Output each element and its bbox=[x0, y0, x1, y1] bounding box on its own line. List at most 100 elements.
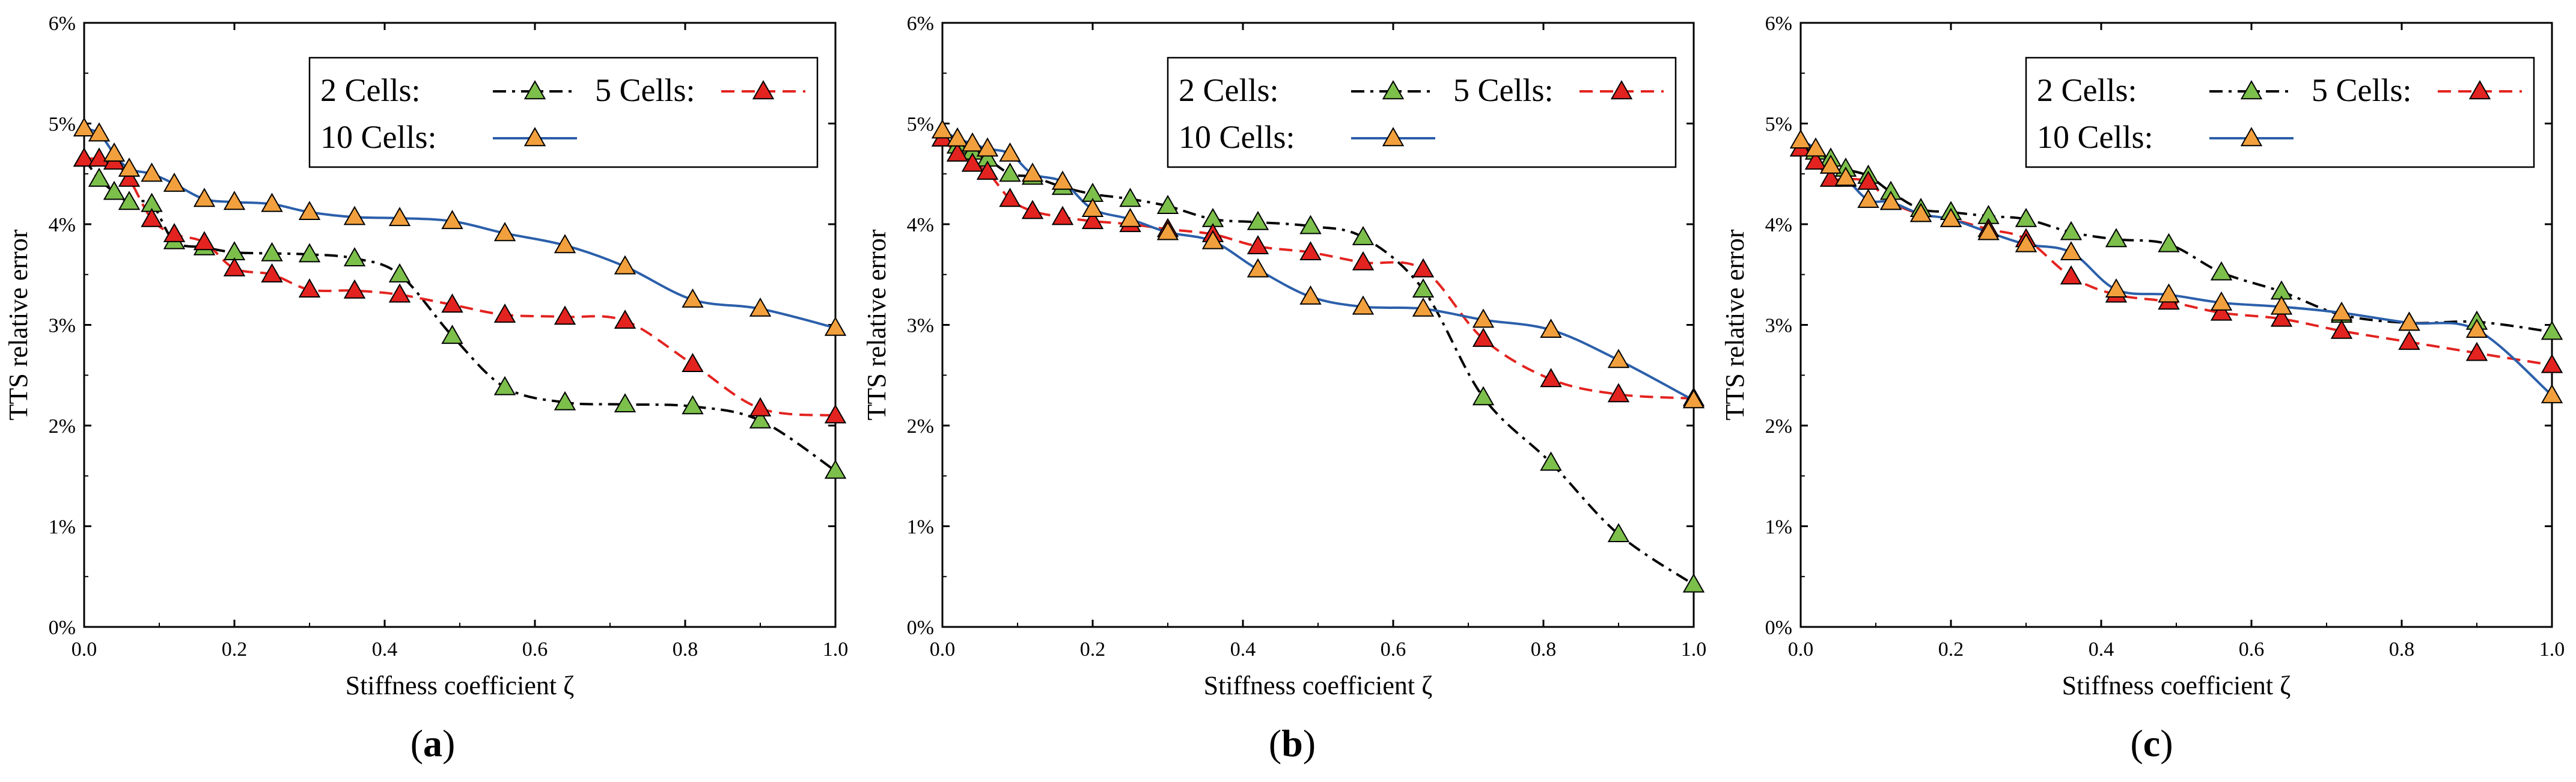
data-point bbox=[118, 157, 141, 177]
data-point bbox=[614, 255, 636, 275]
data-point bbox=[118, 167, 141, 187]
x-tick-label: 0.0 bbox=[72, 638, 97, 661]
data-point bbox=[2398, 311, 2420, 331]
y-tick-label: 4% bbox=[907, 214, 934, 236]
data-point bbox=[1119, 207, 1141, 227]
data-point bbox=[1819, 167, 1842, 187]
data-point bbox=[141, 207, 163, 227]
x-tick-label: 0.8 bbox=[673, 638, 698, 661]
series-line-2 bbox=[1800, 139, 2553, 397]
x-tick-label: 1.0 bbox=[1681, 638, 1707, 661]
data-point bbox=[343, 279, 366, 299]
series-line-0 bbox=[942, 137, 1695, 586]
x-tick-label: 0.6 bbox=[1381, 638, 1406, 661]
y-tick-label: 0% bbox=[907, 617, 934, 639]
y-tick-label: 3% bbox=[49, 315, 76, 337]
data-point bbox=[1021, 200, 1044, 219]
legend-label: 5 Cells: bbox=[2312, 72, 2412, 108]
y-tick-label: 2% bbox=[907, 415, 934, 438]
data-point bbox=[2158, 233, 2180, 252]
data-point bbox=[441, 293, 463, 313]
data-point bbox=[2541, 320, 2563, 340]
legend-label: 10 Cells: bbox=[320, 119, 437, 155]
data-point bbox=[1472, 308, 1495, 328]
data-point bbox=[73, 117, 96, 136]
data-point bbox=[88, 167, 111, 187]
y-tick-label: 6% bbox=[907, 13, 934, 35]
data-point bbox=[824, 316, 847, 336]
panel-label-letter: b bbox=[1281, 722, 1303, 765]
x-tick-label: 1.0 bbox=[2539, 638, 2565, 661]
data-point bbox=[999, 142, 1021, 162]
y-tick-label: 4% bbox=[1765, 214, 1792, 236]
data-point bbox=[441, 325, 463, 344]
data-point bbox=[554, 234, 576, 254]
data-point bbox=[88, 122, 111, 142]
data-point bbox=[223, 257, 246, 276]
data-point bbox=[2270, 295, 2293, 315]
legend: 2 Cells: 5 Cells: 10 Cells: bbox=[2025, 57, 2535, 168]
data-point bbox=[824, 404, 847, 424]
data-point bbox=[441, 210, 463, 230]
panel-label-close: ) bbox=[1303, 722, 1316, 765]
data-point bbox=[1247, 235, 1269, 254]
legend-box bbox=[308, 57, 819, 168]
data-point bbox=[2060, 265, 2083, 285]
legend-label: 5 Cells: bbox=[1453, 72, 1554, 108]
y-tick-label: 3% bbox=[1765, 315, 1792, 337]
panel-label-letter: a bbox=[423, 722, 442, 765]
data-point bbox=[1299, 215, 1322, 234]
legend-label: 2 Cells: bbox=[2037, 72, 2137, 108]
data-point bbox=[2465, 341, 2488, 361]
data-point bbox=[2158, 283, 2180, 303]
chart-panel-c: 0% 1% 2% 3% 4% 5% 6% 0.0 0.2 0.4 0.6 0.8 1.0 Stiffnes… bbox=[1720, 13, 2565, 765]
data-point bbox=[1247, 258, 1269, 278]
panel-label-open: ( bbox=[2130, 722, 2143, 765]
data-point bbox=[1857, 189, 1879, 208]
data-point bbox=[682, 395, 704, 415]
y-axis-title: TTS relative error bbox=[1720, 229, 1750, 420]
series-line-1 bbox=[1799, 147, 2553, 367]
data-point bbox=[1299, 241, 1322, 260]
data-point bbox=[388, 207, 411, 227]
data-point bbox=[999, 188, 1021, 207]
series-line-1 bbox=[84, 157, 836, 417]
data-point bbox=[614, 393, 636, 412]
legend-marker bbox=[2240, 80, 2263, 100]
data-point bbox=[103, 142, 126, 162]
y-tick-label: 3% bbox=[907, 315, 934, 337]
data-point bbox=[261, 192, 283, 212]
data-point bbox=[2270, 307, 2293, 327]
x-tick-label: 0.8 bbox=[2389, 638, 2415, 661]
data-point bbox=[749, 297, 772, 317]
data-point bbox=[103, 180, 126, 200]
data-point bbox=[1119, 188, 1141, 207]
data-point bbox=[976, 137, 999, 157]
data-point bbox=[1879, 191, 1902, 210]
data-point bbox=[343, 247, 366, 267]
data-point bbox=[261, 242, 283, 261]
panel-label-letter: c bbox=[2143, 722, 2160, 765]
data-point bbox=[1352, 251, 1375, 270]
data-point bbox=[163, 173, 186, 192]
data-point bbox=[824, 459, 847, 479]
y-tick-label: 1% bbox=[49, 516, 76, 539]
data-point bbox=[1081, 198, 1104, 217]
legend: 2 Cells: 5 Cells: 10 Cells: bbox=[308, 57, 819, 168]
data-point bbox=[1412, 258, 1435, 278]
data-point bbox=[1156, 195, 1179, 214]
data-point bbox=[554, 305, 576, 325]
data-point bbox=[1051, 170, 1074, 190]
data-point bbox=[1940, 207, 1962, 227]
data-point bbox=[163, 222, 186, 242]
data-point bbox=[2060, 221, 2083, 240]
y-tick-label: 2% bbox=[1765, 415, 1792, 438]
panel-label: (b) bbox=[1269, 722, 1316, 765]
x-axis-title: Stiffness coefficient ζ bbox=[346, 671, 575, 700]
data-point bbox=[946, 142, 969, 162]
panel-label-open: ( bbox=[1269, 722, 1281, 765]
legend-marker bbox=[752, 80, 775, 100]
data-point bbox=[388, 263, 411, 283]
data-point bbox=[2210, 301, 2233, 321]
x-tick-label: 0.4 bbox=[1230, 638, 1256, 661]
